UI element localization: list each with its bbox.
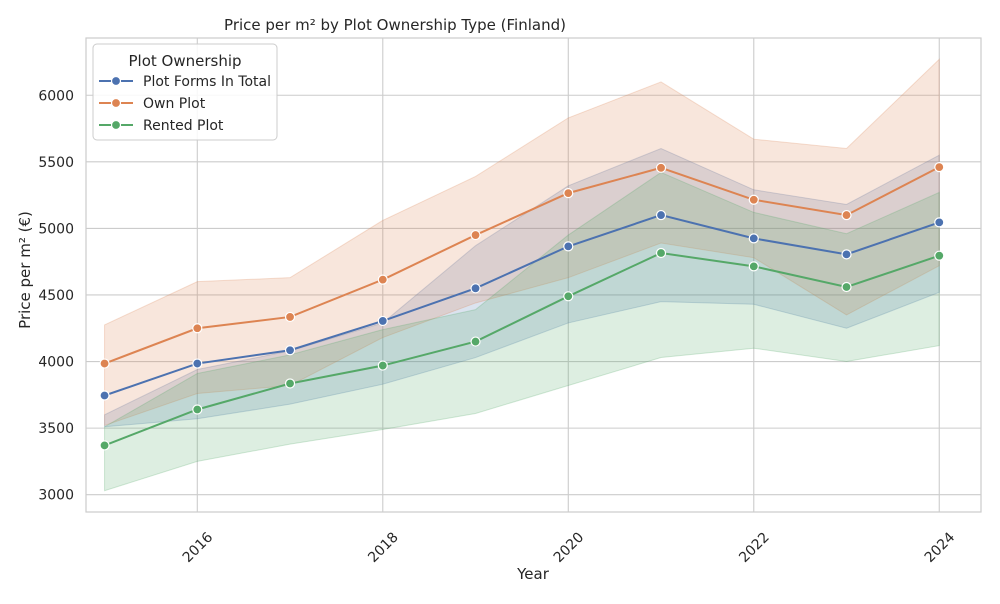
legend-swatch-marker <box>110 97 122 109</box>
data-point <box>192 404 203 415</box>
series-line <box>104 166 940 365</box>
data-point <box>192 323 203 334</box>
data-point <box>470 336 481 347</box>
legend-label: Plot Forms In Total <box>143 74 271 90</box>
x-axis-label: Year <box>516 565 550 583</box>
y-tick-label: 3000 <box>38 488 74 504</box>
confidence-band <box>104 171 940 492</box>
legend-label: Own Plot <box>143 96 206 112</box>
data-point <box>284 311 296 323</box>
legend-box <box>92 43 278 141</box>
series-line <box>104 214 940 397</box>
series-line <box>104 251 940 447</box>
y-axis-label: Price per m² (€) <box>16 211 34 329</box>
data-point <box>470 229 481 241</box>
y-tick-label: 5000 <box>38 221 74 237</box>
legend-title: Plot Ownership <box>128 52 241 70</box>
data-point <box>655 162 667 173</box>
plot-frame <box>85 37 982 513</box>
data-point <box>934 250 945 261</box>
data-point <box>192 358 203 369</box>
data-point <box>934 217 945 228</box>
data-point <box>284 345 296 356</box>
legend: Plot Ownership Plot Forms In Total Own Pl… <box>92 43 278 141</box>
grid <box>86 38 981 512</box>
data-point <box>563 241 574 252</box>
data-point <box>841 249 852 260</box>
data-point <box>841 281 852 293</box>
confidence-band <box>104 147 940 428</box>
chart-title: Price per m² by Plot Ownership Type (Fin… <box>224 16 566 34</box>
data-point <box>748 233 759 244</box>
legend-swatch-marker <box>110 119 122 131</box>
data-point <box>377 360 388 371</box>
data-point <box>655 209 667 221</box>
y-tick-label: 3500 <box>38 421 74 437</box>
y-axis-ticks: 3000 3500 4000 4500 5000 5500 6000 <box>38 88 74 503</box>
legend-items: Plot Forms In Total Own Plot Rented Plot <box>99 74 271 134</box>
data-point <box>563 188 574 199</box>
data-point <box>377 315 388 327</box>
confidence-band <box>104 58 940 427</box>
y-tick-label: 4500 <box>38 288 74 304</box>
data-point <box>934 162 945 173</box>
data-point <box>748 194 759 205</box>
data-point <box>284 378 296 389</box>
y-tick-label: 6000 <box>38 88 74 104</box>
series-lines <box>104 166 940 447</box>
data-point <box>99 440 110 451</box>
data-point <box>841 209 852 221</box>
legend-swatch-marker <box>110 75 122 87</box>
series-points <box>99 162 945 451</box>
data-point <box>99 390 110 401</box>
legend-label: Rented Plot <box>143 118 224 134</box>
data-point <box>377 274 388 285</box>
data-point <box>748 261 759 272</box>
data-point <box>655 247 667 259</box>
data-point <box>563 291 574 302</box>
data-point <box>470 283 481 294</box>
y-tick-label: 4000 <box>38 355 74 371</box>
confidence-bands <box>104 58 940 492</box>
y-tick-label: 5500 <box>38 155 74 171</box>
data-point <box>99 358 110 369</box>
